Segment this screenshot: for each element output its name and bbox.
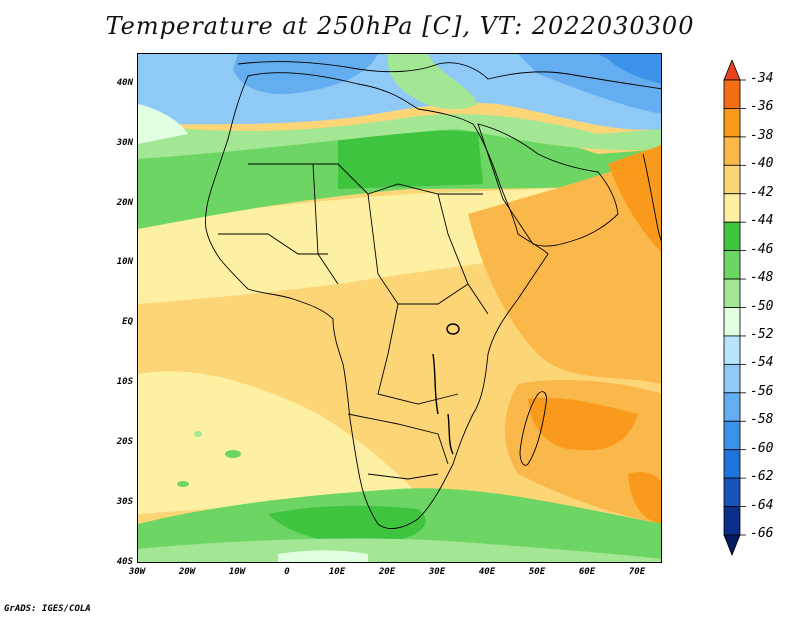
field-green-n2 <box>338 129 483 189</box>
colorbar-label: -44 <box>750 213 774 229</box>
lon-label-70e: 70E <box>628 567 646 577</box>
colorbar-label: -66 <box>750 526 774 541</box>
border-4 <box>377 303 459 405</box>
colorbar-box <box>723 420 741 451</box>
lake-tanganyika <box>432 353 439 415</box>
field-lightgreen-n <box>138 114 661 159</box>
colorbar-label: -64 <box>750 497 774 513</box>
border-1 <box>248 163 483 195</box>
temperature-map <box>137 53 662 563</box>
lat-label-eq: EQ <box>122 317 133 328</box>
lat-label-20n: 20N <box>116 197 133 208</box>
colorbar-box <box>723 392 741 422</box>
colorbar-label: -62 <box>750 469 774 485</box>
border-6 <box>367 473 439 480</box>
credit-text: GrADS: IGES/COLA <box>4 604 91 614</box>
field-blue-ne2 <box>598 54 661 84</box>
colorbar <box>720 58 800 560</box>
field-yellow-sw <box>138 371 418 514</box>
madagascar-coast <box>519 391 547 466</box>
colorbar-svg <box>723 58 746 557</box>
field-spot-2 <box>177 481 189 487</box>
map-canvas <box>138 54 661 562</box>
colorbar-box <box>723 363 741 394</box>
colorbar-box <box>723 193 741 223</box>
lat-label-10n: 10N <box>116 257 133 268</box>
map-title: Temperature at 250hPa [C], VT: 202203030… <box>105 12 695 40</box>
colorbar-label: -34 <box>750 71 774 86</box>
lon-label-10w: 10W <box>228 567 246 577</box>
colorbar-box <box>723 506 741 536</box>
lat-label-20s: 20S <box>116 436 133 447</box>
colorbar-box <box>723 449 741 479</box>
lon-label-50e: 50E <box>528 567 546 577</box>
colorbar-label: -40 <box>750 156 774 172</box>
field-white-s <box>278 550 368 562</box>
lon-label-30w: 30W <box>128 567 146 577</box>
colorbar-label: -54 <box>750 355 774 371</box>
field-orange-e <box>468 154 661 384</box>
arabia-coast <box>477 123 619 247</box>
colorbar-label: -58 <box>750 412 774 428</box>
colorbar-box <box>723 335 741 365</box>
colorbar-bottom-triangle <box>723 534 741 557</box>
colorbar-box <box>723 250 741 280</box>
field-green-s2 <box>268 505 426 545</box>
field-spot-3 <box>194 431 202 437</box>
colorbar-label: -50 <box>750 298 774 314</box>
colorbar-box <box>723 278 741 308</box>
colorbar-top-triangle <box>723 58 741 81</box>
field-green-med <box>387 54 478 110</box>
colorbar-box <box>723 477 741 507</box>
colorbar-box <box>723 79 741 109</box>
colorbar-box <box>723 164 741 195</box>
colorbar-box <box>723 136 741 166</box>
field-orange-e2 <box>608 144 661 252</box>
colorbar-label: -36 <box>750 99 774 115</box>
colorbar-label: -46 <box>750 241 774 257</box>
colorbar-box <box>723 307 741 337</box>
colorbar-box <box>723 221 741 252</box>
lat-label-30n: 30N <box>116 137 133 148</box>
lon-label-10e: 10E <box>328 567 346 577</box>
border-8 <box>437 193 489 315</box>
border-5 <box>347 413 449 465</box>
colorbar-label: -56 <box>750 383 774 399</box>
field-lightgreen-s <box>138 538 661 562</box>
field-spot-1 <box>225 450 241 458</box>
lon-label-40e: 40E <box>478 567 496 577</box>
field-orange-se2 <box>528 397 638 451</box>
lat-label-40s: 40S <box>116 557 133 567</box>
europe-coast <box>237 61 661 90</box>
africa-coast <box>205 72 549 530</box>
lon-label-20w: 20W <box>178 567 196 577</box>
colorbar-label: -38 <box>750 127 774 143</box>
lake-victoria <box>446 323 460 335</box>
colorbar-label: -42 <box>750 184 774 200</box>
field-orange-se3 <box>628 472 661 524</box>
lon-label-20e: 20E <box>378 567 396 577</box>
lat-label-40n: 40N <box>116 78 133 88</box>
border-7 <box>218 233 328 255</box>
lon-label-30e: 30E <box>428 567 446 577</box>
colorbar-label: -52 <box>750 326 774 342</box>
lat-label-30s: 30S <box>116 496 133 507</box>
coastlines <box>205 61 661 530</box>
lake-malawi <box>447 413 454 455</box>
lon-label-60e: 60E <box>578 567 596 577</box>
field-white-w <box>138 104 188 144</box>
lon-label-0: 0 <box>284 567 290 577</box>
colorbar-box <box>723 108 741 138</box>
colorbar-label: -60 <box>750 440 774 456</box>
lakes <box>432 323 460 455</box>
india-coast <box>642 153 661 242</box>
colorbar-label: -48 <box>750 270 774 286</box>
lat-label-10s: 10S <box>116 377 133 387</box>
